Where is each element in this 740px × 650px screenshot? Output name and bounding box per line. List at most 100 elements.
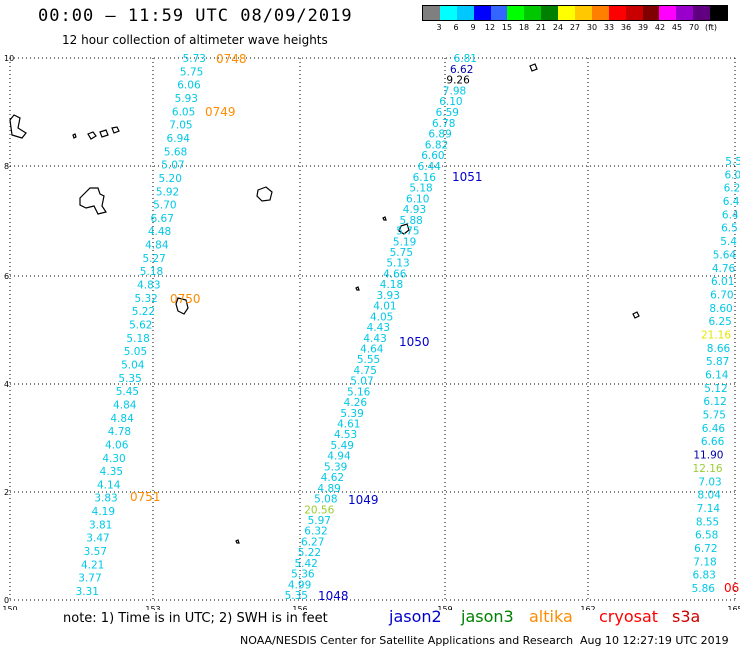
wave-height-label: 4.61 [337,419,360,431]
wave-height-label: 7.05 [169,120,192,132]
colorbar-swatch [490,6,508,20]
x-tick-label: 153 [145,605,160,610]
footer-timestamp: Aug 10 12:27:19 UTC 2019 [580,634,729,647]
wave-height-label: 4.84 [145,240,169,252]
wave-height-label: 5.18 [140,266,163,278]
wave-height-label: 5.08 [314,494,337,506]
wave-height-label: 5.35 [285,590,308,602]
colorbar-label: 12 [484,23,496,32]
wave-height-label: 4.19 [92,506,115,518]
wave-height-label: 6.44 [418,161,442,173]
legend-altika: altika [529,607,573,626]
wave-height-label: 6.46 [702,423,726,435]
wave-height-label: 6.05 [172,106,195,118]
wave-height-label: 3.47 [86,533,109,545]
wave-height-label: 6.27 [301,536,324,548]
wave-height-label: 5.88 [399,215,422,227]
colorbar-label: 18 [518,23,530,32]
x-tick-label: 156 [292,605,307,610]
y-tick-label: 0 [4,596,9,605]
wave-height-label: 4.43 [363,333,386,345]
wave-height-label: 6.59 [436,107,459,119]
wave-height-label: 5.70 [153,200,176,212]
wave-height-label: 3.31 [76,586,99,598]
colorbar-label: 30 [586,23,598,32]
right-track-labels: 5.56.06.26.46.46.55.45.644.766.016.708.6… [692,156,740,595]
wave-height-label: 6.01 [711,276,734,288]
wave-height-label: 4.84 [113,399,137,411]
wave-height-label: 3.93 [377,290,400,302]
x-tick-label: 159 [437,605,452,610]
wave-height-label: 4.21 [81,559,104,571]
island-outline [398,223,410,235]
wave-height-label: 5.36 [291,569,315,581]
wave-height-label: 4.94 [327,451,351,463]
wave-height-label: 4.75 [354,365,377,377]
wave-height-label: 5.75 [703,410,726,422]
wave-height-label: 4.84 [110,413,134,425]
colorbar-label: 9 [470,23,476,32]
wave-height-label: 5.42 [294,558,317,570]
footer-credit: NOAA/NESDIS Center for Satellite Applica… [240,634,574,647]
wave-height-label: 4.76 [712,263,736,275]
wave-height-label: 5.22 [132,306,155,318]
wave-height-label: 6.4 [723,196,740,208]
wave-height-label: 20.56 [304,504,334,516]
page-title: 00:00 – 11:59 UTC 08/09/2019 [38,6,353,26]
wave-height-label: 12.16 [693,463,723,475]
wave-height-label: 5.92 [156,186,179,198]
colorbar-swatch [591,6,609,20]
wave-height-label: 8.66 [707,343,731,355]
wave-height-label: 6.82 [425,139,448,151]
wave-height-label: 5.73 [183,53,206,65]
wave-height-label: 6.32 [304,526,327,538]
wave-height-label: 5.07 [161,160,184,172]
wave-height-label: 4.48 [148,226,171,238]
wave-height-label: 6.60 [421,150,444,162]
colorbar-label: 27 [569,23,581,32]
wave-height-label: 6.81 [454,53,477,65]
island-outline [111,126,120,134]
wave-height-label: 4.93 [403,204,426,216]
wave-height-label: 4.62 [321,472,344,484]
altika-time-label: 0751 [130,490,161,504]
colorbar-label: 36 [620,23,632,32]
wave-height-label: 4.89 [317,483,340,495]
wave-height-label: 4.05 [370,311,393,323]
colorbar-swatch [456,6,474,20]
colorbar-swatch [710,6,728,20]
colorbar-label: 42 [654,23,666,32]
wave-height-label: 5.64 [713,249,737,261]
wave-height-label: 3.57 [84,546,107,558]
colorbar-swatch [439,6,457,20]
wave-height-label: 5.32 [134,293,157,305]
wave-height-label: 5.75 [390,247,413,259]
wave-height-label: 6.78 [432,118,455,130]
wave-height-label: 5.18 [126,333,149,345]
wave-height-label: 3.77 [78,573,101,585]
wave-height-label: 5.68 [164,146,187,158]
wave-height-label: 6.70 [710,289,733,301]
colorbar-labels: 3 6 9 12 15 18 21 24 27 30 33 36 39 42 45 70 (ft) [422,23,728,33]
island-outline [72,133,77,139]
wave-height-label: 5.05 [124,346,147,358]
wave-height-label: 4.83 [137,280,160,292]
wave-height-label: 5.93 [175,93,198,105]
wave-height-label: 5.55 [357,354,380,366]
colorbar-label: 70 [688,23,700,32]
wave-height-label: 5.16 [347,386,371,398]
page-subtitle: 12 hour collection of altimeter wave hei… [62,33,328,47]
wave-height-label: 6.5 [721,223,738,235]
colorbar-swatch [642,6,660,20]
island-outline [256,186,273,202]
wave-height-label: 3.81 [89,519,112,531]
wave-height-label: 5.62 [129,320,152,332]
wave-height-label: 6.94 [167,133,191,145]
island-outline [99,129,109,138]
jason2-time-label: 1051 [452,170,483,184]
wave-height-label: 6.83 [692,570,715,582]
wave-height-label: 4.66 [383,268,407,280]
colorbar-swatch [676,6,694,20]
wave-height-label: 6.14 [705,370,729,382]
wave-height-label: 6.10 [439,96,462,108]
